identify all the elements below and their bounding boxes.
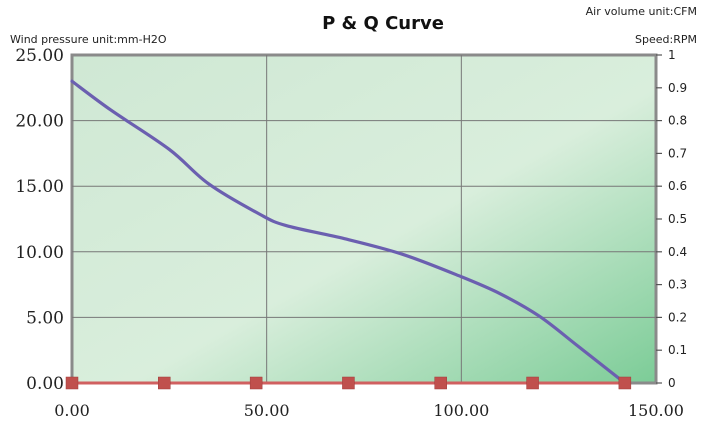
speed-series-marker [434, 376, 447, 390]
y2-tick-label: 0.2 [668, 310, 687, 324]
y-tick-label: 0.00 [26, 374, 64, 394]
y2-tick-label: 0.8 [668, 114, 687, 128]
y2-tick-label: 0.1 [668, 343, 687, 357]
speed-unit-label: Speed:RPM [635, 33, 697, 46]
air-volume-unit-label: Air volume unit:CFM [586, 5, 697, 18]
pressure-series-line [70, 79, 627, 385]
x-tick-label: 0.00 [54, 401, 90, 420]
speed-series-marker [158, 376, 171, 390]
plot-area [70, 53, 658, 385]
y2-tick-label: 0.6 [668, 179, 687, 193]
series-markers [65, 376, 632, 390]
y-tick-label: 5.00 [26, 308, 64, 328]
speed-series-marker [342, 376, 355, 390]
grid-lines [72, 55, 656, 383]
speed-series-marker [526, 376, 539, 390]
x-tick-label: 150.00 [628, 401, 684, 420]
y2-tick-label: 1 [668, 48, 676, 62]
y-tick-label: 15.00 [15, 177, 64, 197]
x-tick-label: 100.00 [433, 401, 489, 420]
y2-tick-label: 0.9 [668, 81, 687, 95]
speed-series-marker [65, 376, 79, 390]
wind-pressure-unit-label: Wind pressure unit:mm-H2O [10, 33, 167, 46]
y2-tick-label: 0.7 [668, 146, 687, 160]
y2-tick-label: 0.5 [668, 212, 687, 226]
y-tick-label: 20.00 [15, 112, 64, 132]
y2-tick-label: 0 [668, 376, 676, 390]
x-tick-label: 50.00 [244, 401, 290, 420]
speed-series-marker [249, 376, 263, 390]
y2-tick-label: 0.3 [668, 278, 687, 292]
chart-title: P & Q Curve [322, 13, 444, 34]
y2-tick-label: 0.4 [668, 245, 687, 259]
y-tick-label: 10.00 [15, 243, 64, 263]
speed-series-marker [618, 376, 632, 390]
y-tick-label: 25.00 [15, 46, 64, 66]
